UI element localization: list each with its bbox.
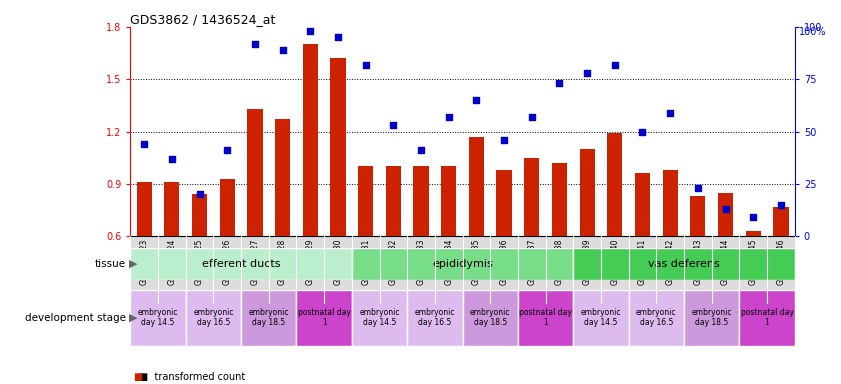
Point <box>691 185 705 191</box>
Bar <box>463 290 518 346</box>
Bar <box>718 192 733 236</box>
Bar <box>130 248 352 280</box>
Bar <box>441 166 457 236</box>
Text: efferent ducts: efferent ducts <box>202 259 280 269</box>
Point <box>664 109 677 116</box>
Point <box>220 147 234 154</box>
Point <box>165 156 178 162</box>
Bar <box>247 109 262 236</box>
Text: postnatal day
1: postnatal day 1 <box>519 308 572 328</box>
Text: embryonic
day 16.5: embryonic day 16.5 <box>636 308 676 328</box>
Text: postnatal day
1: postnatal day 1 <box>298 308 351 328</box>
Bar <box>241 290 296 346</box>
Bar <box>358 166 373 236</box>
Text: embryonic
day 16.5: embryonic day 16.5 <box>415 308 455 328</box>
Bar <box>496 170 511 236</box>
Text: ■: ■ <box>133 372 142 382</box>
Bar <box>352 248 574 280</box>
Point <box>719 206 733 212</box>
Point <box>331 34 345 40</box>
Text: embryonic
day 14.5: embryonic day 14.5 <box>581 308 621 328</box>
Bar <box>607 133 622 236</box>
Point <box>359 61 373 68</box>
Bar <box>164 182 179 236</box>
Text: ■  transformed count: ■ transformed count <box>139 372 245 382</box>
Bar <box>746 231 761 236</box>
Bar <box>684 290 739 346</box>
Bar <box>628 290 684 346</box>
Bar <box>773 207 789 236</box>
Point <box>608 61 621 68</box>
Bar <box>186 290 241 346</box>
Text: embryonic
day 16.5: embryonic day 16.5 <box>193 308 234 328</box>
Text: embryonic
day 18.5: embryonic day 18.5 <box>470 308 510 328</box>
Point <box>580 70 594 76</box>
Point <box>415 147 428 154</box>
Bar <box>579 149 595 236</box>
Bar <box>352 290 407 346</box>
Bar <box>130 290 186 346</box>
Bar <box>136 182 152 236</box>
Bar <box>552 163 567 236</box>
Bar <box>386 166 401 236</box>
Text: embryonic
day 18.5: embryonic day 18.5 <box>691 308 732 328</box>
Point <box>636 128 649 135</box>
Bar <box>331 58 346 236</box>
Bar <box>574 290 628 346</box>
Text: 100%: 100% <box>799 27 827 37</box>
Text: development stage: development stage <box>25 313 126 323</box>
Point <box>442 114 456 120</box>
Point <box>747 214 760 220</box>
Bar <box>192 194 207 236</box>
Bar <box>739 290 795 346</box>
Text: ▶: ▶ <box>129 259 137 269</box>
Bar <box>635 174 650 236</box>
Bar <box>518 290 574 346</box>
Bar <box>296 290 352 346</box>
Bar <box>663 170 678 236</box>
Bar <box>414 166 429 236</box>
Bar <box>574 248 795 280</box>
Point <box>387 122 400 128</box>
Text: ▶: ▶ <box>129 313 137 323</box>
Point <box>304 28 317 34</box>
Bar <box>303 44 318 236</box>
Bar <box>275 119 290 236</box>
Point <box>775 202 788 208</box>
Text: GDS3862 / 1436524_at: GDS3862 / 1436524_at <box>130 13 276 26</box>
Point <box>193 191 206 197</box>
Point <box>525 114 538 120</box>
Text: embryonic
day 14.5: embryonic day 14.5 <box>359 308 399 328</box>
Text: vas deferens: vas deferens <box>648 259 720 269</box>
Text: epididymis: epididymis <box>432 259 493 269</box>
Point <box>553 80 566 86</box>
Point <box>248 41 262 47</box>
Bar <box>220 179 235 236</box>
Bar <box>690 196 706 236</box>
Text: tissue: tissue <box>95 259 126 269</box>
Bar <box>468 137 484 236</box>
Point <box>497 137 510 143</box>
Point <box>469 97 483 103</box>
Point <box>276 47 289 53</box>
Text: postnatal day
1: postnatal day 1 <box>741 308 794 328</box>
Point <box>137 141 151 147</box>
Text: embryonic
day 18.5: embryonic day 18.5 <box>249 308 289 328</box>
Bar <box>407 290 463 346</box>
Bar <box>524 158 539 236</box>
Text: embryonic
day 14.5: embryonic day 14.5 <box>138 308 178 328</box>
